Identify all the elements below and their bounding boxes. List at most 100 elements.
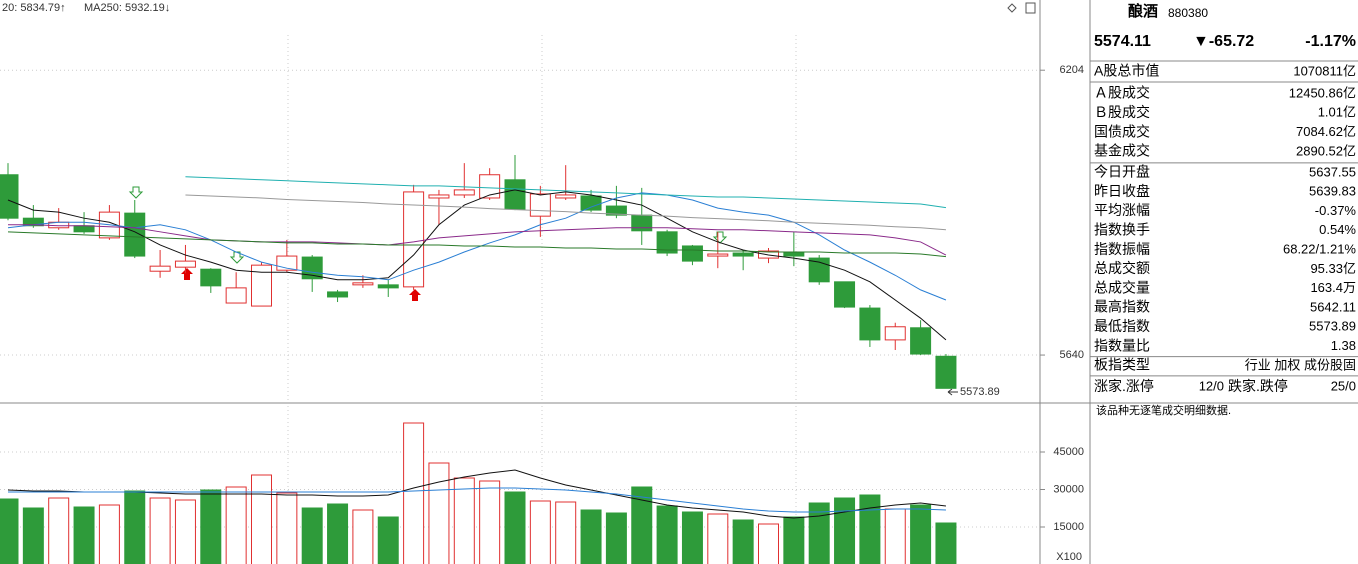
volume-bar — [656, 505, 678, 564]
candle-body — [504, 179, 526, 210]
y-tick-label: 15000 — [1053, 521, 1084, 533]
row-value: 68.22/1.21% — [1283, 242, 1356, 257]
volume-bar — [73, 506, 95, 564]
volume-bar — [251, 474, 272, 564]
row-label: 昨日收盘 — [1094, 183, 1150, 199]
row-label: A股总市值 — [1094, 63, 1159, 79]
row-label: Ｂ股成交 — [1094, 104, 1150, 120]
row-label: Ａ股成交 — [1094, 85, 1150, 101]
volume-bar — [935, 522, 957, 564]
volume-bar — [22, 507, 44, 564]
volume-bar — [504, 491, 526, 564]
row-label: 指数量比 — [1094, 337, 1150, 353]
volume-bar — [301, 507, 323, 564]
breadth-label: 跌家.跌停 — [1228, 378, 1288, 394]
panel-title: 酿酒 — [1128, 2, 1158, 20]
candle-body — [834, 281, 856, 308]
row-label: 基金成交 — [1094, 143, 1150, 159]
volume-bar — [605, 512, 627, 564]
ma-label: 20: 5834.79↑ — [2, 2, 66, 14]
candle-body — [453, 189, 475, 196]
ma-line — [7, 231, 946, 258]
candle-body — [73, 225, 95, 233]
candle-body — [884, 326, 906, 341]
candle-body — [301, 256, 323, 280]
candle-body — [403, 191, 425, 288]
row-value: 1.01亿 — [1318, 105, 1356, 120]
volume-bar — [174, 499, 196, 564]
volume-unit: X100 — [1056, 551, 1082, 563]
toolbar-icons[interactable] — [1007, 2, 1036, 14]
row-value: 7084.62亿 — [1296, 124, 1356, 139]
volume-bar — [783, 516, 805, 564]
candle-body — [479, 174, 501, 199]
candle-body — [605, 205, 627, 216]
candle-body — [352, 282, 374, 286]
ma-line — [185, 176, 947, 209]
volume-bar — [732, 519, 754, 564]
row-label: 今日开盘 — [1094, 164, 1150, 180]
volume-bar — [352, 509, 374, 564]
ma-line — [185, 194, 946, 231]
candle-body — [124, 212, 146, 257]
candle-body — [707, 253, 729, 257]
breadth-value: 12/0 — [1199, 379, 1224, 394]
candle-body — [174, 260, 196, 268]
candle-body — [783, 251, 805, 257]
panel-change: ▼-65.72 — [1193, 33, 1254, 50]
v-grid — [287, 35, 797, 564]
candle-body — [580, 195, 602, 211]
row-label: 平均涨幅 — [1094, 202, 1150, 218]
volume-bar — [225, 486, 247, 564]
breadth-value: 25/0 — [1331, 379, 1356, 394]
row-value: 5642.11 — [1310, 299, 1356, 314]
volume-bar — [681, 511, 703, 564]
panel-price: 5574.11 — [1094, 33, 1151, 50]
candle-body — [859, 307, 881, 341]
row-label: 国债成交 — [1094, 123, 1150, 139]
volume-bar — [707, 513, 729, 564]
volume-bar — [200, 489, 222, 564]
volume-bar — [377, 516, 399, 564]
volume-bar — [758, 523, 779, 564]
candle-body — [251, 264, 272, 307]
volume-bar — [149, 497, 171, 564]
candle-body — [631, 214, 653, 232]
volume-bar — [859, 494, 881, 564]
row-value: 0.54% — [1319, 222, 1356, 237]
volume-bar — [98, 504, 120, 564]
ma-line — [8, 224, 947, 256]
volume-bar — [276, 492, 298, 564]
candle-body — [22, 217, 44, 227]
candle-body — [935, 355, 957, 389]
volume-bar — [124, 490, 146, 564]
candle-body — [428, 194, 450, 199]
candle-body — [732, 252, 754, 257]
candle-body — [910, 327, 932, 355]
candle-body — [656, 231, 678, 254]
volume-bar — [910, 504, 932, 564]
y-tick-label: 6204 — [1060, 64, 1084, 76]
row-label: 最高指数 — [1094, 299, 1150, 315]
last-arrow — [947, 388, 958, 396]
ma-line — [7, 189, 947, 341]
panel-pct: -1.17% — [1305, 33, 1356, 50]
y-tick-label: 30000 — [1053, 483, 1084, 495]
row-label: 总成交额 — [1094, 260, 1150, 276]
volume-bar — [834, 497, 856, 564]
row-value: 5637.55 — [1309, 164, 1356, 179]
candle-body — [555, 194, 577, 199]
ma-line — [7, 469, 947, 519]
candle-body — [200, 268, 222, 287]
row-label: 最低指数 — [1094, 318, 1150, 334]
candle-body — [225, 287, 247, 304]
row-value: 2890.52亿 — [1296, 143, 1356, 158]
ma-line — [7, 192, 947, 301]
volume-bar — [529, 500, 551, 564]
volume-bar — [580, 509, 602, 564]
volume-bar — [453, 477, 475, 564]
row-label: 指数换手 — [1094, 222, 1150, 238]
row-label: 板指类型 — [1094, 357, 1150, 373]
